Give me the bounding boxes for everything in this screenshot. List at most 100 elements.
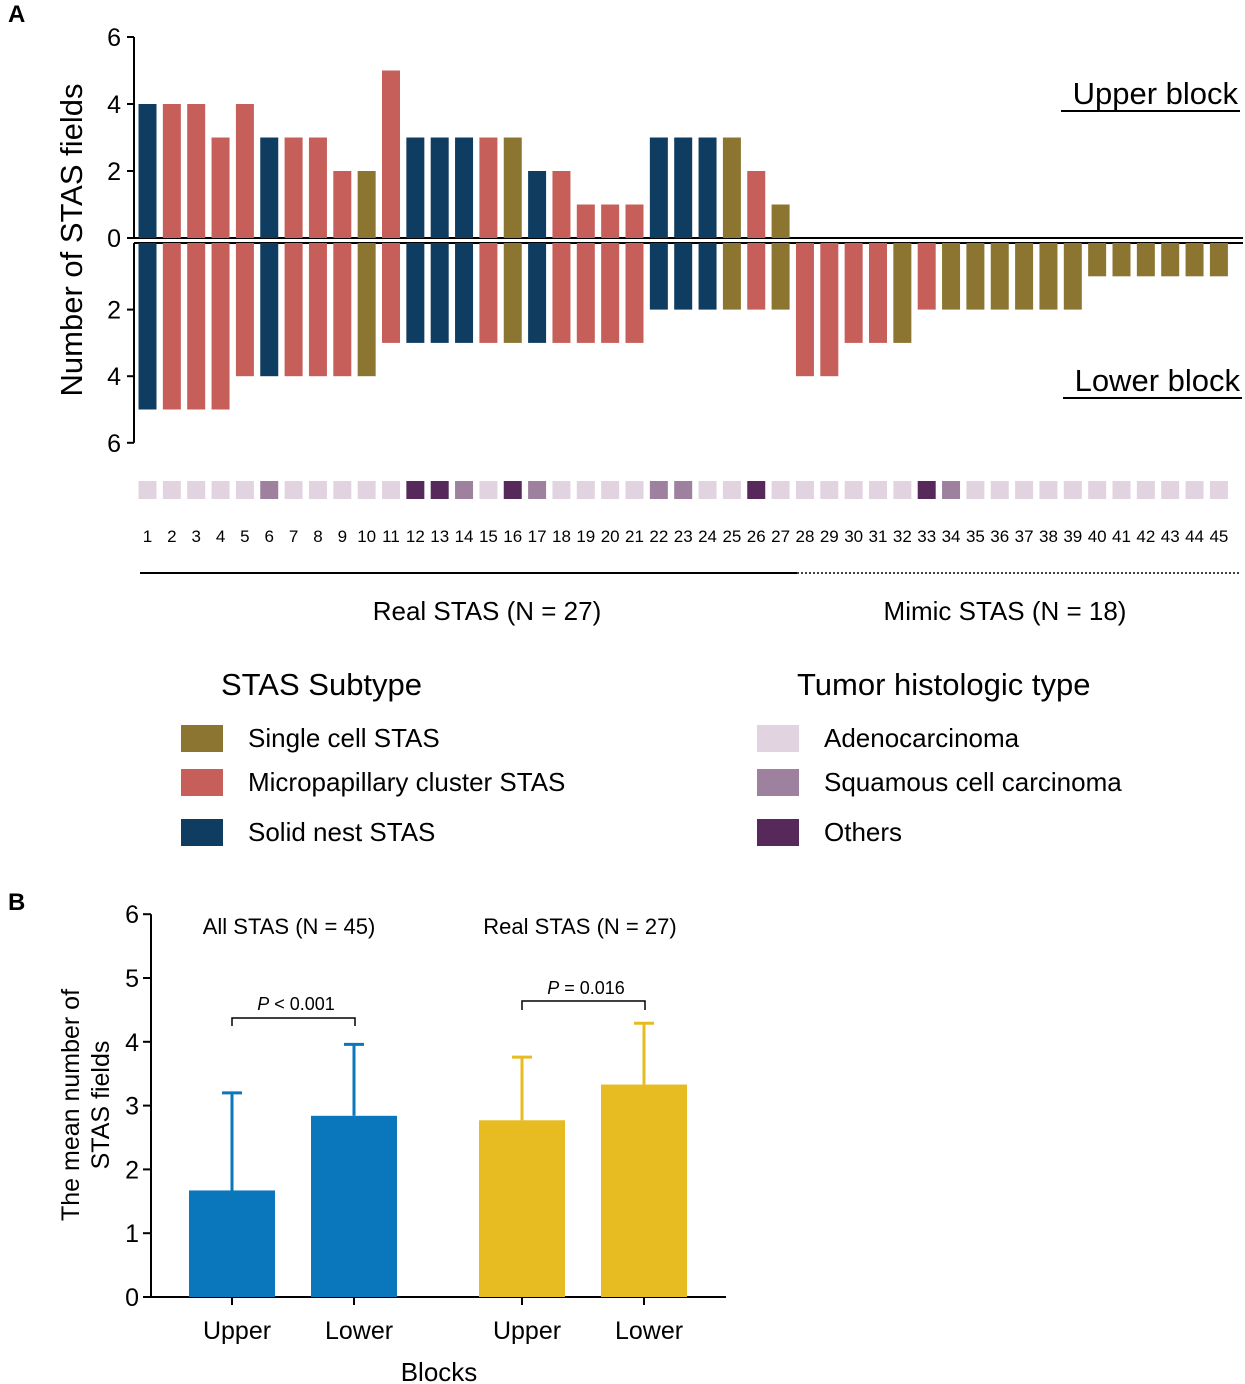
histology-cell-27: [771, 481, 790, 499]
lower-bar-4: [211, 243, 230, 410]
histology-cell-3: [187, 481, 206, 499]
histology-cell-43: [1161, 481, 1180, 499]
lower-bar-17: [528, 243, 547, 343]
legend-label-squamous: Squamous cell carcinoma: [824, 767, 1122, 797]
case-number: 17: [528, 527, 547, 546]
histology-cell-9: [333, 481, 352, 499]
case-number: 30: [844, 527, 863, 546]
histology-cell-13: [430, 481, 449, 499]
histology-cell-41: [1112, 481, 1131, 499]
lower-bar-29: [820, 243, 839, 377]
b-category-label: Lower: [325, 1317, 393, 1345]
upper-bar-16: [503, 137, 522, 238]
upper-bar-25: [722, 137, 741, 238]
case-number: 24: [698, 527, 717, 546]
upper-bar-14: [455, 137, 474, 238]
case-number: 16: [503, 527, 522, 546]
histology-strip: [138, 481, 1228, 499]
panel-b-ylabel-line1: The mean number of: [57, 989, 85, 1221]
case-number: 38: [1039, 527, 1058, 546]
case-number: 20: [601, 527, 620, 546]
b-category-label: Upper: [203, 1317, 271, 1345]
lower-bar-3: [187, 243, 206, 410]
upper-bar-10: [357, 171, 376, 238]
case-number: 14: [455, 527, 474, 546]
case-number: 44: [1185, 527, 1204, 546]
histology-cell-19: [576, 481, 595, 499]
lower-bar-28: [795, 243, 814, 377]
panel-a-label: A: [8, 1, 25, 28]
legend-label-single: Single cell STAS: [248, 723, 440, 753]
mean-bar-Real STAS (N = 27)-Upper: [479, 1120, 565, 1297]
b-tick-label: 6: [125, 901, 139, 929]
upper-bar-23: [674, 137, 693, 238]
panel-b-ylabel-line2: STAS fields: [87, 1041, 115, 1170]
upper-bar-4: [211, 137, 230, 238]
histology-cell-37: [1015, 481, 1034, 499]
case-number: 21: [625, 527, 644, 546]
panel-b-bars: [189, 1021, 687, 1297]
histology-cell-15: [479, 481, 498, 499]
b-tick-label: 0: [125, 1284, 139, 1312]
case-number: 32: [893, 527, 912, 546]
histology-cell-20: [601, 481, 620, 499]
lower-bar-43: [1161, 243, 1180, 277]
upper-bar-6: [260, 137, 279, 238]
case-number: 23: [674, 527, 693, 546]
lower-bar-5: [235, 243, 254, 377]
histology-cell-23: [674, 481, 693, 499]
histology-cell-8: [308, 481, 327, 499]
case-number: 25: [722, 527, 741, 546]
histology-cell-6: [260, 481, 279, 499]
significance-bracket-all: [231, 1017, 356, 1026]
lower-bar-15: [479, 243, 498, 343]
real-stas-label: Real STAS (N = 27): [373, 596, 602, 626]
legend-swatch-squamous: [757, 769, 799, 796]
upper-bar-9: [333, 171, 352, 238]
mimic-stas-label: Mimic STAS (N = 18): [884, 596, 1127, 626]
lower-bar-45: [1209, 243, 1228, 277]
histology-cell-35: [966, 481, 985, 499]
legend-swatch-single: [181, 725, 223, 752]
lower-bar-20: [601, 243, 620, 343]
upper-bar-1: [138, 104, 157, 238]
case-number: 28: [795, 527, 814, 546]
lower-bar-13: [430, 243, 449, 343]
group-title-all: All STAS (N = 45): [203, 914, 376, 939]
lower-bar-24: [698, 243, 717, 310]
histology-cell-10: [357, 481, 376, 499]
upper-bar-15: [479, 137, 498, 238]
case-number: 9: [338, 527, 347, 546]
case-number: 31: [869, 527, 888, 546]
mean-bar-Real STAS (N = 27)-Lower: [601, 1084, 687, 1297]
case-numbers: 1 2 3 4 5 6 7 8 9 10 11 12 13 14 15 16 17 18 19 20 21 22 23 24 2…: [143, 527, 1229, 546]
lower-bar-33: [917, 243, 936, 310]
histology-cell-14: [455, 481, 474, 499]
upper-bar-18: [552, 171, 571, 238]
b-tick-label: 3: [125, 1093, 139, 1121]
upper-bar-19: [576, 204, 595, 238]
b-tick-label: 2: [125, 1156, 139, 1184]
b-tick-label: 4: [125, 1029, 139, 1057]
lower-bar-26: [747, 243, 766, 310]
histology-cell-29: [820, 481, 839, 499]
lower-bar-39: [1063, 243, 1082, 310]
lower-bar-19: [576, 243, 595, 343]
lower-bar-9: [333, 243, 352, 377]
case-number: 37: [1015, 527, 1034, 546]
histology-cell-38: [1039, 481, 1058, 499]
significance-bracket-real: [521, 1000, 646, 1010]
lower-bar-38: [1039, 243, 1058, 310]
lower-bar-32: [893, 243, 912, 343]
upper-bar-21: [625, 204, 644, 238]
upper-bar-8: [308, 137, 327, 238]
lower-bar-22: [649, 243, 668, 310]
legend-swatch-solid: [181, 819, 223, 846]
b-category-label: Upper: [493, 1317, 561, 1345]
lower-tick-label: 4: [107, 363, 121, 391]
lower-bar-34: [942, 243, 961, 310]
lower-bar-37: [1015, 243, 1034, 310]
lower-bar-27: [771, 243, 790, 310]
lower-bar-6: [260, 243, 279, 377]
